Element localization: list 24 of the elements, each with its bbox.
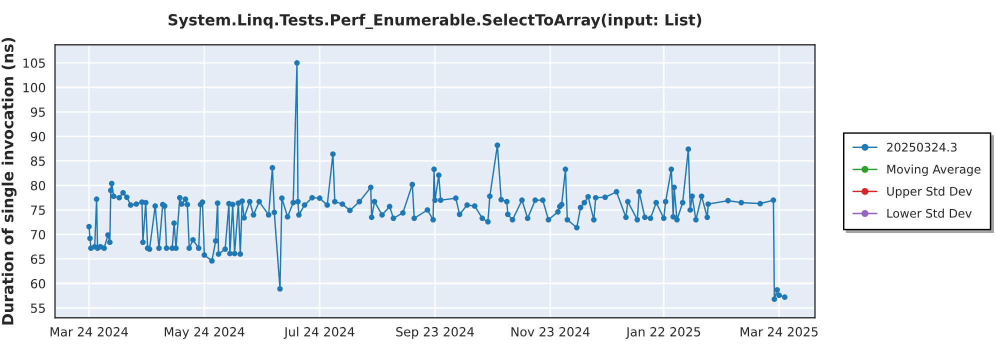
- legend-label: Upper Std Dev: [887, 186, 972, 198]
- legend-label: Moving Average: [887, 164, 980, 176]
- y-tick-label: 80: [30, 180, 46, 190]
- y-tick-label: 65: [30, 254, 45, 264]
- y-tick-label: 55: [31, 304, 45, 313]
- legend-label: 20250324.3: [887, 142, 957, 152]
- y-tick-label: 90: [30, 132, 46, 142]
- y-tick-label: 95: [30, 107, 45, 117]
- y-axis-title: Duration of single invocation (ns): [2, 38, 17, 325]
- y-tick-label: 70: [31, 230, 46, 240]
- y-tick-label: 75: [31, 206, 45, 215]
- legend-label: Lower Std Dev: [887, 208, 972, 218]
- x-tick-label: May 24 2024: [164, 327, 244, 339]
- x-tick-label: Mar 24 2025: [740, 327, 818, 337]
- y-tick-label: 105: [23, 58, 45, 68]
- x-tick-label: Sep 23 2024: [396, 327, 474, 339]
- y-tick-label: 100: [23, 82, 46, 92]
- x-tick-label: Jul 24 2024: [284, 326, 354, 339]
- x-tick-label: Jan 22 2025: [626, 327, 700, 339]
- chart-title: System.Linq.Tests.Perf_Enumerable.SelectToArray(input: List): [168, 14, 702, 29]
- x-tick-label: Mar 24 2024: [50, 327, 128, 337]
- x-tick-label: Nov 23 2024: [512, 327, 590, 337]
- y-tick-label: 60: [30, 278, 46, 288]
- y-tick-label: 85: [30, 156, 45, 166]
